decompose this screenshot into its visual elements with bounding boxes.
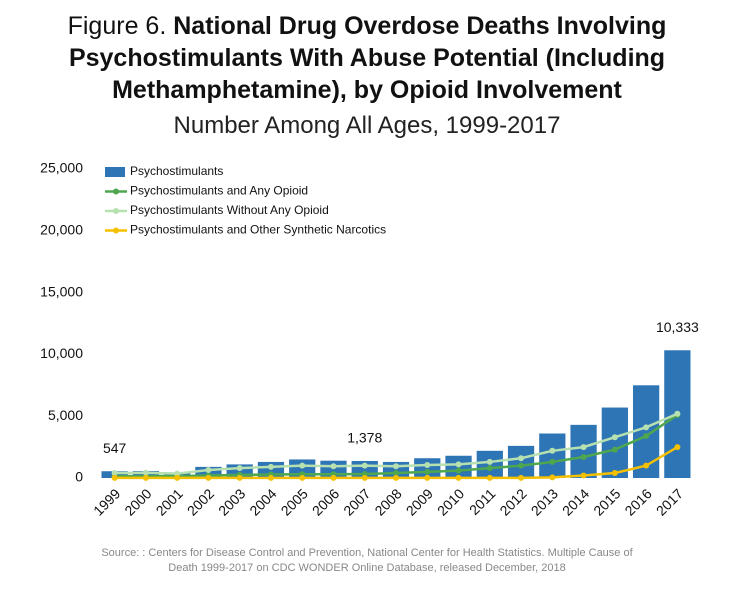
point <box>549 447 556 454</box>
legend-swatch <box>113 188 119 195</box>
bar <box>539 433 566 478</box>
x-tick-label: 2001 <box>153 485 186 518</box>
x-tick-label: 2005 <box>278 485 311 518</box>
point <box>174 474 181 481</box>
point <box>643 462 650 469</box>
value-label: 547 <box>103 440 127 456</box>
legend-label: Psychostimulants Without Any Opioid <box>130 203 329 217</box>
point <box>611 434 618 441</box>
point <box>174 470 181 477</box>
source-note: Source: : Centers for Disease Control an… <box>101 547 633 574</box>
x-tick-label: 2003 <box>215 485 248 518</box>
subtitle: Number Among All Ages, 1999-2017 <box>173 112 561 139</box>
bar <box>507 445 535 478</box>
point <box>518 462 525 469</box>
x-tick-label: 2011 <box>466 485 499 518</box>
legend-swatch <box>105 167 125 177</box>
point <box>267 463 274 470</box>
point <box>236 465 243 472</box>
x-tick-label: 2017 <box>653 485 686 518</box>
value-label: 1,378 <box>347 430 382 446</box>
y-tick-label: 5,000 <box>48 407 83 423</box>
point <box>674 410 681 417</box>
y-tick-label: 15,000 <box>40 283 83 299</box>
point <box>111 474 118 481</box>
x-tick-label: 2015 <box>590 485 623 518</box>
point <box>455 467 462 474</box>
x-tick-label: 2010 <box>434 485 467 518</box>
x-tick-label: 2007 <box>340 485 373 518</box>
x-tick-label: 2006 <box>309 485 342 518</box>
bar <box>601 407 628 478</box>
point <box>330 463 337 470</box>
point <box>549 458 556 465</box>
point <box>142 474 149 481</box>
point <box>455 461 462 468</box>
y-tick-label: 10,000 <box>40 345 83 361</box>
point <box>549 474 556 481</box>
point <box>643 424 650 431</box>
x-tick-label: 2002 <box>184 485 217 518</box>
point <box>486 474 493 481</box>
legend-swatch <box>113 208 119 214</box>
legend-label: Psychostimulants and Other Synthetic Nar… <box>130 223 386 237</box>
point <box>111 470 118 477</box>
chart-title: National Drug Overdose Deaths Involving … <box>68 12 667 104</box>
point <box>205 466 212 473</box>
point <box>611 446 618 453</box>
legend-swatch <box>113 227 119 234</box>
point <box>486 458 493 465</box>
y-tick-label: 25,000 <box>40 160 83 176</box>
figure-label: Figure 6. <box>67 12 167 40</box>
x-tick-label: 2013 <box>528 485 561 518</box>
x-tick-label: 2004 <box>246 485 279 518</box>
x-tick-label: 1999 <box>90 485 123 518</box>
x-tick-label: 2014 <box>559 485 592 518</box>
title: Figure 6. National Drug Overdose Deaths … <box>27 10 707 106</box>
y-tick-label: 0 <box>75 469 83 485</box>
point <box>580 472 587 479</box>
point <box>518 455 525 462</box>
point <box>486 465 493 472</box>
x-tick-label: 2008 <box>371 485 404 518</box>
legend-label: Psychostimulants <box>130 164 223 178</box>
point <box>643 432 650 439</box>
x-tick-label: 2016 <box>622 485 655 518</box>
point <box>205 474 212 481</box>
point <box>299 474 306 481</box>
point <box>142 469 149 476</box>
point <box>361 462 368 469</box>
x-tick-label: 2012 <box>496 485 529 518</box>
value-label: 10,333 <box>656 319 699 335</box>
bar <box>632 385 660 478</box>
point <box>611 470 618 477</box>
point <box>393 463 399 470</box>
point <box>393 470 399 477</box>
point <box>236 474 243 481</box>
point <box>518 474 525 481</box>
point <box>580 444 587 451</box>
point <box>674 444 681 451</box>
point <box>455 474 462 481</box>
point <box>393 474 399 481</box>
point <box>330 474 337 481</box>
y-tick-label: 20,000 <box>40 222 83 238</box>
point <box>424 462 431 469</box>
x-tick-label: 2009 <box>403 485 436 518</box>
point <box>424 474 431 481</box>
x-tick-label: 2000 <box>121 485 154 518</box>
legend-label: Psychostimulants and Any Opioid <box>130 184 308 198</box>
point <box>424 468 431 475</box>
point <box>299 462 306 469</box>
bar <box>570 424 597 478</box>
point <box>361 474 368 481</box>
point <box>580 453 587 460</box>
point <box>267 474 274 481</box>
